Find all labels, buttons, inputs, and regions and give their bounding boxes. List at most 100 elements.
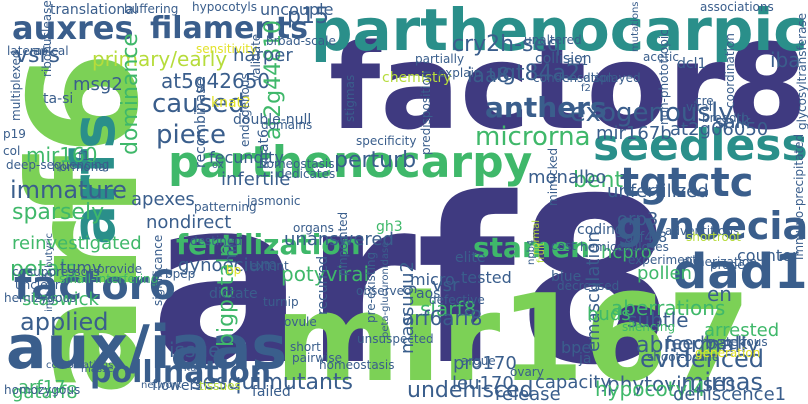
word-co: co: [12, 265, 26, 279]
word-gynoecia: gynoecia: [616, 204, 808, 248]
word-uncouple: uncouple: [260, 0, 334, 19]
word-mimicked: mimicked: [546, 147, 560, 206]
word-tested: tested: [461, 268, 512, 287]
word-release: release: [495, 384, 561, 404]
word-jasmonic: jasmonic: [247, 194, 301, 208]
word-mir160: mir160: [26, 143, 98, 167]
word-bp: bp: [226, 263, 242, 277]
word-viral: viral: [686, 100, 713, 114]
word-dedicates: dedicates: [277, 167, 336, 181]
word-breadth: breadth: [702, 111, 749, 125]
word-arf17: arf17: [18, 377, 66, 398]
word-en: en: [707, 282, 732, 306]
word-observed: observed: [356, 284, 412, 298]
word-col: col: [3, 144, 21, 158]
word-parthenocarpic: parthenocarpic: [311, 0, 808, 64]
word-dimerization: dimerization: [682, 255, 757, 269]
word-generation: generation: [695, 346, 761, 360]
word-staswick: staswick: [22, 289, 99, 310]
word-ta-si: ta-si: [43, 91, 74, 107]
word-immature: immature: [10, 176, 127, 204]
word-evidenced: evidenced: [640, 345, 765, 373]
word-primary-early: primary/early: [92, 47, 228, 71]
word-ovary: ovary: [510, 365, 544, 379]
word-exogenously: exogenously: [570, 98, 734, 128]
word-sparsely: sparsely: [12, 200, 105, 225]
word-salk: salk: [715, 112, 751, 133]
word-small-interfering: small-interfering: [59, 272, 159, 286]
word-coding: coding: [577, 222, 624, 238]
word-double-null: double-null: [233, 112, 312, 128]
word-phytoviruses: phytoviruses: [607, 372, 736, 396]
word-iba: iba: [770, 48, 801, 72]
word-sesquimutants: sesquimutants: [191, 370, 353, 395]
word-tumv: tumv: [60, 258, 102, 277]
word-masse: masse: [81, 364, 114, 375]
word-recombinase: recombinase: [193, 77, 209, 168]
word-collision: collision: [535, 51, 592, 67]
word-cry2h-seq: cry2h-seq: [452, 32, 562, 57]
word-unaltered: unaltered: [524, 33, 582, 47]
word-partially: partially: [415, 52, 465, 66]
word-arf6arf8: arf6arf8: [402, 306, 483, 330]
word-knat2: knat2: [211, 95, 251, 111]
word-unclear: unclear: [15, 278, 60, 292]
word-stamen: stamen: [473, 231, 591, 264]
word-dehiscence1: dehiscence1: [673, 384, 787, 404]
word-p19: p19: [3, 127, 26, 141]
word-homozygous: homozygous: [4, 383, 81, 397]
word-bpe: bpe: [561, 338, 592, 357]
word-experiments: experiments: [628, 253, 704, 267]
word-bpep: bpep: [165, 267, 196, 281]
word-blue: blue: [551, 269, 582, 285]
word-seedless: seedless: [593, 120, 808, 171]
word-provide: provide: [97, 262, 143, 276]
word-parthenocarpy: parthenocarpy: [168, 137, 533, 188]
word-anthers: anthers: [485, 91, 607, 124]
word-non-phototropic: non-phototropic: [657, 29, 671, 125]
word-immuno-precipitated: immuno-precipitated: [792, 133, 806, 260]
word-combinations: combinations: [46, 360, 114, 371]
word-elite: elite: [455, 250, 486, 266]
word-indole-3-butyric: indole-3-butyric: [44, 232, 55, 312]
word-counter: counter: [737, 246, 799, 265]
word-acetic: acetic: [643, 50, 679, 64]
word-beta-glucuronidase: beta-glucuronidase: [380, 241, 391, 338]
word-apical: apical: [33, 44, 69, 58]
word-hemicelluloses: hemicelluloses: [580, 240, 669, 254]
word-adventitious: adventitious: [665, 224, 740, 238]
word-silencing: silencing: [622, 320, 676, 334]
word-hemizygous: hemizygous: [4, 291, 77, 305]
word-ugt84a2: ugt84a2: [488, 61, 581, 86]
word-undehisced: undehisced: [407, 378, 534, 403]
word-gatarf8: gatarf8: [12, 382, 78, 403]
word-applied: applied: [20, 308, 109, 336]
word-cost: cost: [551, 239, 576, 253]
word-significance: significance: [151, 234, 165, 306]
word-infertile: infertile: [221, 169, 291, 190]
word-mir167b: mir167b: [596, 123, 672, 144]
word-nondirect: nondirect: [146, 212, 232, 233]
word-microrna: microrna: [475, 122, 591, 152]
word-coordination: coordination: [723, 33, 737, 108]
word-abnormally: abnormally: [636, 333, 760, 358]
word-failed: failed: [252, 384, 291, 400]
word-orp3: orp3: [617, 209, 659, 230]
word-f1: f1: [78, 149, 90, 163]
word-translational: translational: [50, 2, 138, 18]
word-aos: aos: [416, 286, 441, 302]
word-harper: harper: [233, 45, 293, 66]
word-mir167: mir167: [275, 270, 751, 404]
word-network: network: [141, 380, 182, 391]
word-dictate: dictate: [209, 286, 258, 302]
word-condensation: condensation: [533, 71, 614, 85]
word-pollen: pollen: [637, 263, 692, 284]
word-hypocotyl4: hypocotyl4: [595, 377, 706, 401]
word-ribonuclease: ribonuclease: [40, 0, 54, 77]
word-multiplexed: multiplexed: [9, 50, 23, 121]
word-as1: as1: [567, 54, 589, 68]
word-p15: p15: [287, 4, 329, 29]
word-capacity: capacity: [535, 372, 611, 393]
word-fecundity: fecundity: [209, 148, 284, 167]
